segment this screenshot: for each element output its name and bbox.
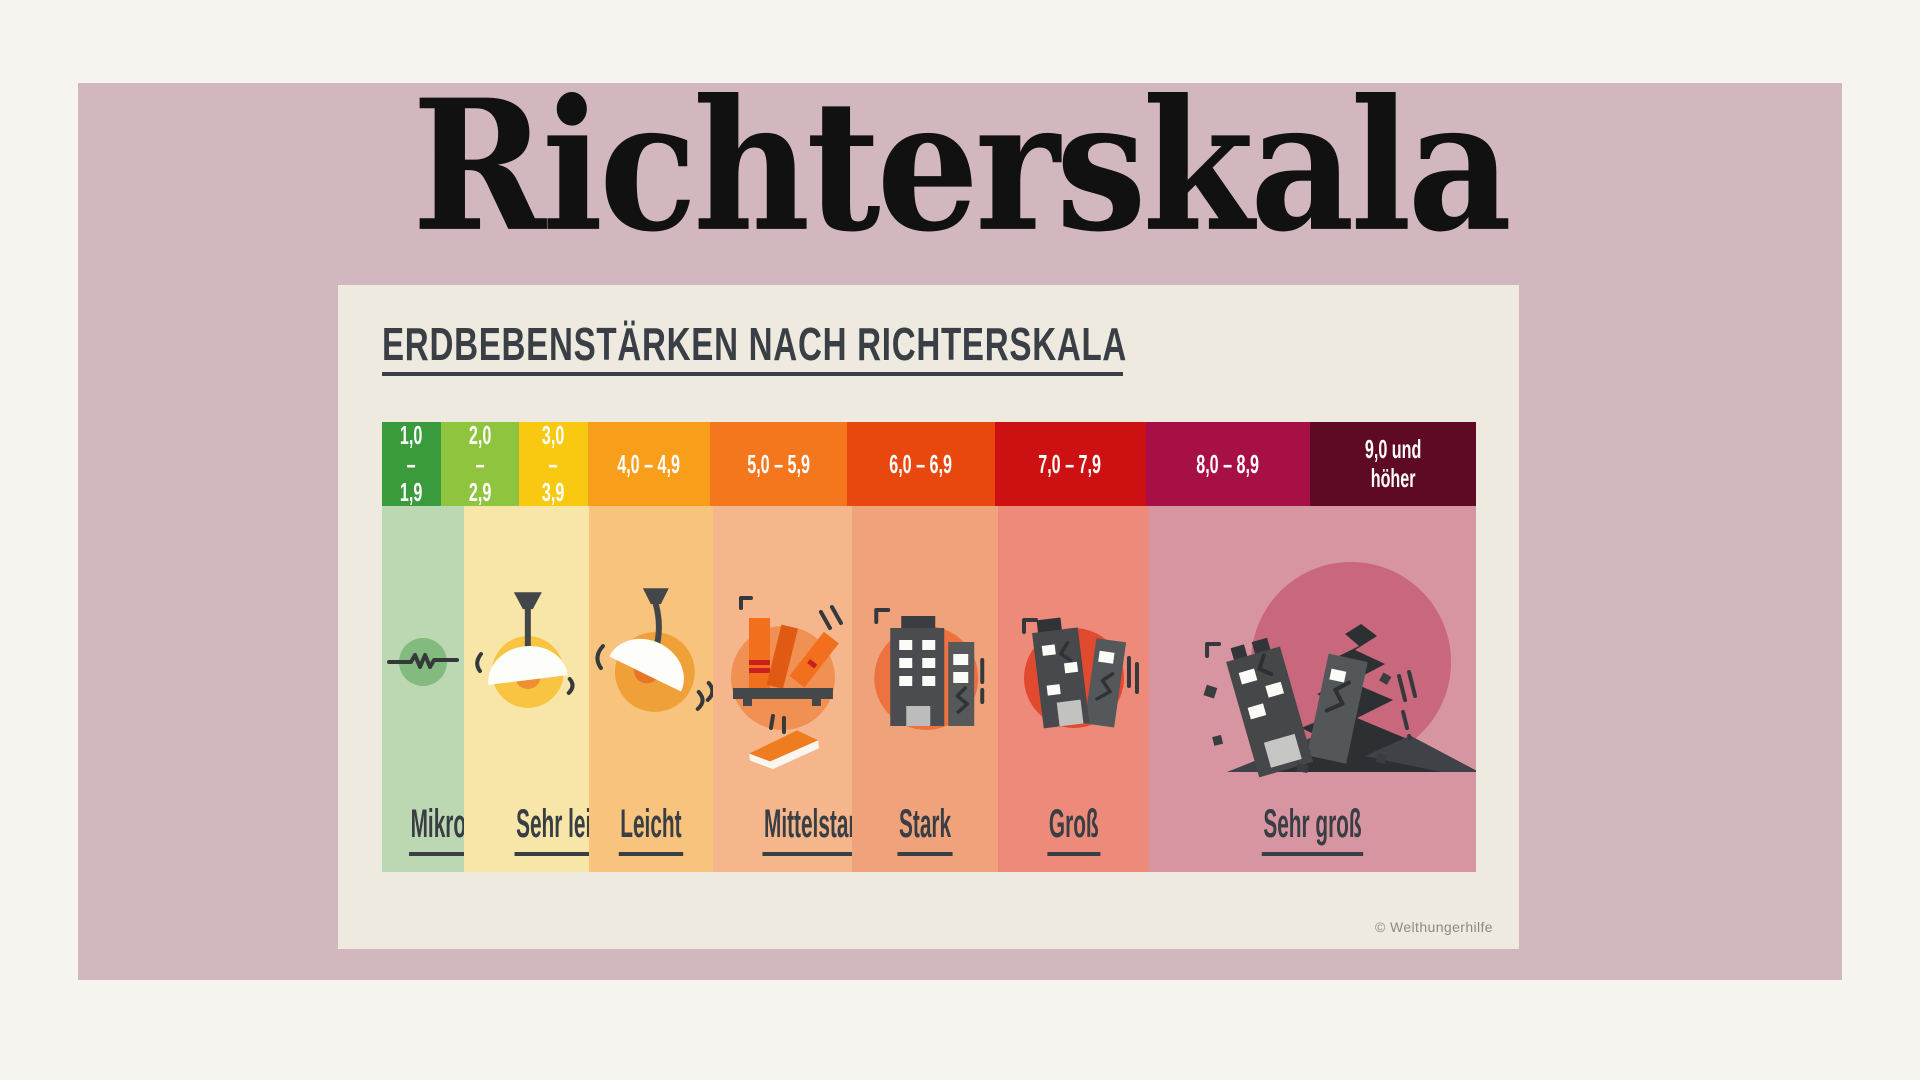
category-gross: Groß — [997, 506, 1149, 872]
scale-range: 5,0 – 5,9 — [747, 448, 810, 479]
scale-cell-8: 8,0 – 8,9 — [1145, 422, 1310, 506]
lamp-strong-swing-icon — [595, 588, 714, 712]
magnitude-scale-band: 1,0 – 1,9 2,0 – 2,9 3,0 – 3,9 4,0 – 4,9 … — [382, 420, 1476, 508]
scale-range: 6,0 – 6,9 — [889, 448, 953, 479]
scale-cell-4: 4,0 – 4,9 — [587, 422, 711, 506]
category-row: Mikro Sehr leicht — [382, 506, 1476, 872]
category-label: Mittelstark — [762, 802, 871, 856]
category-label: Leicht — [618, 802, 684, 856]
scale-range: 9,0 und höher — [1364, 434, 1422, 493]
heading-underline — [382, 372, 1123, 376]
category-sehr-gross: Sehr groß — [1148, 506, 1476, 872]
lamp-slight-swing-icon — [475, 592, 575, 708]
scale-cell-2: 2,0 – 2,9 — [441, 420, 519, 508]
category-label: Sehr groß — [1261, 802, 1364, 856]
scale-range: 4,0 – 4,9 — [617, 448, 681, 479]
infographic-heading-wrap: ERDBEBENSTÄRKEN NACH RICHTERSKALA — [382, 317, 1417, 370]
scale-cell-6: 6,0 – 6,9 — [846, 422, 995, 506]
slide-panel: Richterskala ERDBEBENSTÄRKEN NACH RICHTE… — [78, 61, 1842, 980]
scale-cell-1: 1,0 – 1,9 — [382, 420, 442, 508]
seismograph-wave-icon — [387, 638, 460, 686]
falling-books-icon — [731, 596, 844, 770]
category-label: Mikro — [409, 802, 468, 856]
category-label: Stark — [897, 802, 953, 856]
slide-title: Richterskala — [412, 61, 1512, 273]
infographic-heading: ERDBEBENSTÄRKEN NACH RICHTERSKALA — [382, 318, 1128, 370]
infographic-card: ERDBEBENSTÄRKEN NACH RICHTERSKALA 1,0 – … — [338, 285, 1519, 949]
scale-range: 1,0 – 1,9 — [400, 420, 423, 508]
scale-range: 7,0 – 7,9 — [1038, 448, 1102, 479]
scale-range: 2,0 – 2,9 — [468, 420, 492, 508]
category-mikro: Mikro — [382, 506, 468, 872]
cracked-buildings-icon — [874, 608, 985, 730]
collapsed-city-fissure-icon — [1203, 562, 1476, 778]
scale-range: 3,0 – 3,9 — [541, 420, 565, 508]
category-stark: Stark — [852, 506, 998, 872]
scale-cell-9: 9,0 und höher — [1309, 422, 1476, 506]
scale-range: 8,0 – 8,9 — [1196, 448, 1259, 479]
category-label: Groß — [1046, 802, 1100, 856]
credit-welthungerhilfe: © Welthungerhilfe — [1374, 919, 1493, 935]
damaged-buildings-icon — [1021, 617, 1139, 729]
category-sehr-leicht: Sehr leicht — [464, 506, 625, 872]
category-mittelstark: Mittelstark — [713, 506, 871, 872]
scale-cell-5: 5,0 – 5,9 — [710, 422, 847, 506]
category-leicht: Leicht — [588, 506, 714, 872]
scale-cell-7: 7,0 – 7,9 — [994, 422, 1146, 506]
scale-cell-3: 3,0 – 3,9 — [518, 420, 588, 508]
